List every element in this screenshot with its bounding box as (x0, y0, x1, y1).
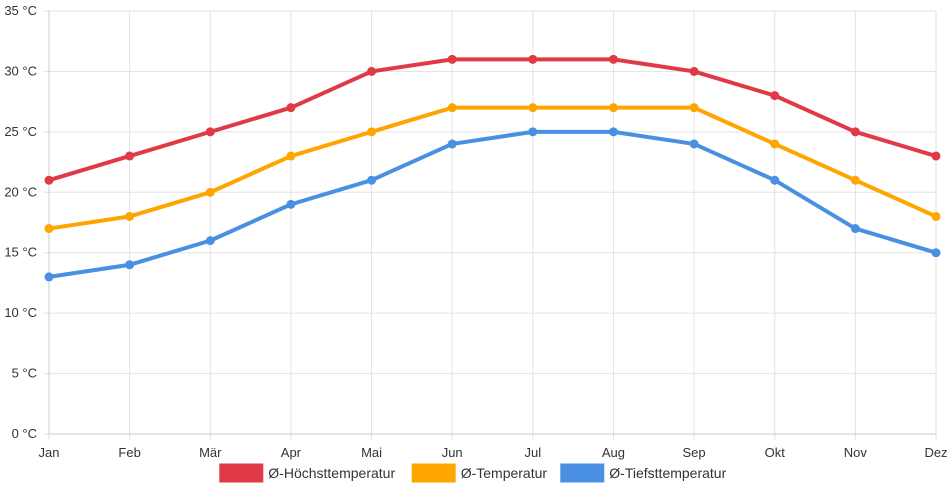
data-point[interactable] (44, 224, 54, 234)
data-point[interactable] (689, 139, 699, 149)
x-tick-label: Jul (525, 445, 542, 460)
legend-item[interactable]: Ø-Temperatur (411, 463, 548, 483)
data-point[interactable] (770, 139, 780, 149)
data-point[interactable] (608, 54, 618, 64)
legend-swatch (411, 463, 456, 483)
data-point[interactable] (850, 224, 860, 234)
x-tick-label: Apr (281, 445, 302, 460)
data-point[interactable] (608, 103, 618, 113)
series-line (47, 105, 938, 231)
series-layer (44, 54, 941, 282)
data-point[interactable] (931, 248, 941, 258)
y-tick-label: 15 °C (4, 245, 37, 260)
x-tick-label: Dez (924, 445, 947, 460)
data-point[interactable] (125, 211, 135, 221)
series-line (47, 129, 938, 279)
x-tick-label: Feb (118, 445, 140, 460)
y-tick-label: 20 °C (4, 184, 37, 199)
data-point[interactable] (931, 151, 941, 161)
data-point[interactable] (205, 236, 215, 246)
x-tick-label: Aug (602, 445, 625, 460)
legend-label: Ø-Temperatur (461, 465, 548, 481)
x-tick-label: Sep (683, 445, 706, 460)
data-point[interactable] (447, 103, 457, 113)
grid (43, 10, 937, 440)
y-tick-label: 35 °C (4, 3, 37, 18)
data-point[interactable] (528, 54, 538, 64)
data-point[interactable] (125, 260, 135, 270)
series-line (47, 57, 938, 183)
data-point[interactable] (205, 187, 215, 197)
data-point[interactable] (367, 66, 377, 76)
y-tick-label: 5 °C (12, 366, 37, 381)
series-2 (44, 103, 941, 234)
data-point[interactable] (528, 127, 538, 137)
data-point[interactable] (689, 66, 699, 76)
data-point[interactable] (286, 199, 296, 209)
data-point[interactable] (689, 103, 699, 113)
data-point[interactable] (770, 175, 780, 185)
y-tick-label: 30 °C (4, 63, 37, 78)
x-tick-label: Jan (39, 445, 60, 460)
data-point[interactable] (850, 127, 860, 137)
data-point[interactable] (608, 127, 618, 137)
legend-item[interactable]: Ø-Höchsttemperatur (219, 463, 395, 483)
data-point[interactable] (850, 175, 860, 185)
legend: Ø-Höchsttemperatur Ø-Temperatur Ø-Tiefstte… (219, 463, 727, 483)
x-tick-label: Nov (844, 445, 868, 460)
data-point[interactable] (447, 139, 457, 149)
data-point[interactable] (367, 127, 377, 137)
legend-label: Ø-Höchsttemperatur (268, 465, 395, 481)
y-tick-label: 25 °C (4, 124, 37, 139)
data-point[interactable] (447, 54, 457, 64)
y-tick-label: 0 °C (12, 426, 37, 441)
y-tick-label: 10 °C (4, 305, 37, 320)
data-point[interactable] (367, 175, 377, 185)
series-3 (44, 127, 941, 282)
data-point[interactable] (44, 272, 54, 282)
data-point[interactable] (44, 175, 54, 185)
x-axis: Jan Feb Mär Apr Mai Jun Jul Aug Sep Okt Nov Dez (39, 445, 948, 460)
data-point[interactable] (286, 103, 296, 113)
legend-label: Ø-Tiefsttemperatur (609, 465, 726, 481)
data-point[interactable] (286, 151, 296, 161)
x-tick-label: Mai (361, 445, 382, 460)
series-1 (44, 54, 941, 185)
x-tick-label: Okt (765, 445, 786, 460)
legend-swatch (219, 463, 264, 483)
x-tick-label: Jun (442, 445, 463, 460)
x-tick-label: Mär (199, 445, 222, 460)
legend-item[interactable]: Ø-Tiefsttemperatur (560, 463, 727, 483)
data-point[interactable] (205, 127, 215, 137)
data-point[interactable] (770, 91, 780, 101)
data-point[interactable] (125, 151, 135, 161)
legend-swatch (560, 463, 605, 483)
y-axis: 0 °C 5 °C 10 °C 15 °C 20 °C 25 °C 30 °C 35 °C (4, 3, 37, 441)
data-point[interactable] (528, 103, 538, 113)
data-point[interactable] (931, 211, 941, 221)
